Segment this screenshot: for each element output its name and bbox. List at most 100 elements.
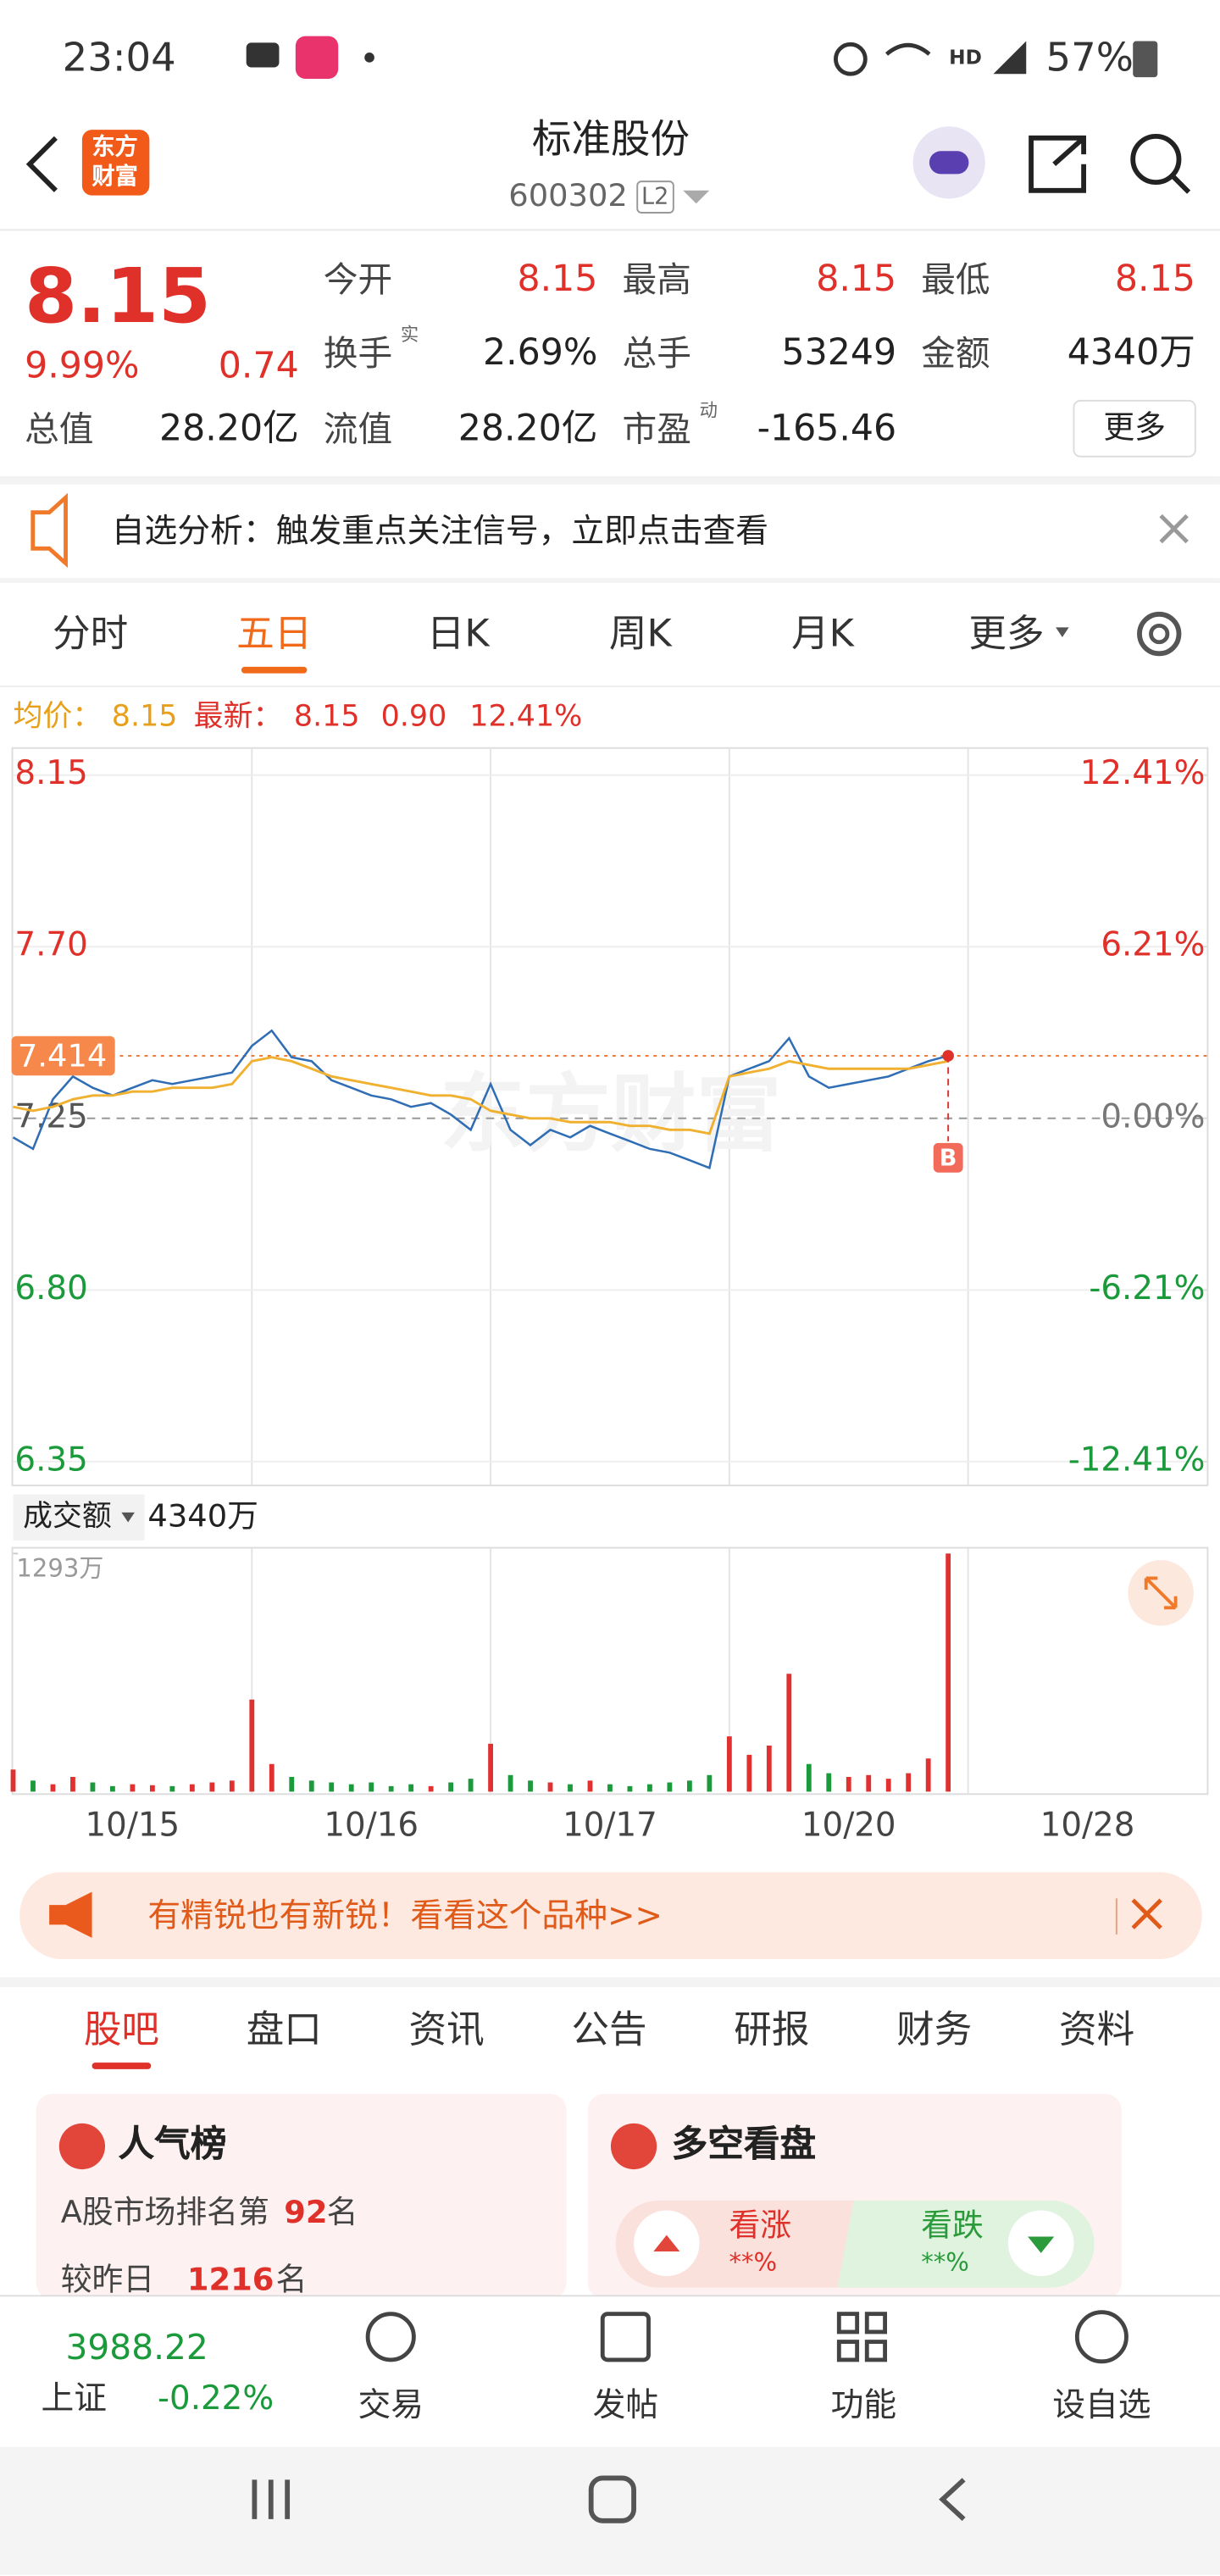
tab[interactable]: 分时 (53, 613, 129, 657)
watchlist-icon[interactable] (1074, 2310, 1128, 2364)
volume-bar (528, 1780, 533, 1792)
logo (81, 130, 150, 196)
tab[interactable]: 日K (426, 613, 490, 657)
change-percent: 9.99% (25, 346, 140, 388)
bottom-nav (0, 2296, 1220, 2447)
more-button[interactable] (1073, 399, 1196, 458)
logo-text: 财富 (92, 164, 138, 191)
post-icon[interactable] (600, 2312, 651, 2362)
y2-tick-label: 6.21% (1101, 926, 1205, 964)
last-label: 最新： (193, 699, 283, 735)
volume-bar (448, 1782, 454, 1792)
nav-item[interactable]: 设自选 (1052, 2384, 1151, 2424)
sub-tab[interactable]: 资料 (1059, 2009, 1135, 2052)
trade-icon[interactable] (365, 2312, 416, 2362)
volume-bar (707, 1774, 713, 1792)
bull-label: 看涨 (729, 2207, 792, 2245)
volume-bar (766, 1746, 772, 1792)
volume-bar (468, 1779, 474, 1792)
notice-text[interactable]: 自选分析：触发重点关注信号，立即点击查看 (111, 510, 768, 551)
volume-bar (667, 1782, 673, 1792)
x-tick-label: 10/15 (85, 1804, 180, 1845)
field-value: 4340万 (1067, 333, 1195, 375)
field-superscript: 动 (699, 399, 718, 422)
volume-selector[interactable] (13, 1494, 145, 1541)
y2-tick-label: -12.41% (1068, 1441, 1206, 1479)
card-title: 人气榜 (118, 2124, 227, 2167)
field-superscript: 实 (400, 324, 419, 346)
x-tick-label: 10/16 (324, 1804, 419, 1845)
volume-bar (607, 1784, 613, 1792)
sub-tab[interactable]: 盘口 (246, 2009, 322, 2052)
share-icon[interactable] (1029, 135, 1086, 193)
sub-tab[interactable]: 资讯 (408, 2009, 485, 2052)
sub-tab-underline (92, 2062, 152, 2069)
field-label: 市盈 (622, 409, 691, 450)
system-buttons[interactable] (252, 2475, 966, 2523)
volume-bar (507, 1774, 513, 1792)
clock: 23:04 (62, 34, 176, 80)
bear-value: **% (921, 2247, 969, 2278)
tab[interactable]: 五日 (236, 613, 313, 657)
nav-item[interactable]: 发帖 (592, 2384, 659, 2424)
x-tick-label: 10/17 (563, 1804, 657, 1845)
field-label: 总手 (622, 334, 691, 374)
y-tick-label: 8.15 (14, 754, 87, 792)
sub-tab[interactable]: 财务 (896, 2009, 973, 2052)
volume-bar (547, 1782, 553, 1792)
rank-card[interactable] (36, 2093, 567, 2300)
volume-bar (686, 1780, 692, 1792)
tab[interactable]: 月K (791, 613, 854, 657)
volume-label[interactable]: 成交额 (23, 1499, 112, 1535)
function-icon[interactable] (836, 2312, 888, 2362)
volume-bar (866, 1774, 872, 1792)
field-value: -165.46 (757, 408, 897, 451)
sub-tab[interactable]: 研报 (734, 2009, 810, 2052)
volume-bar (885, 1779, 891, 1792)
volume-bar (269, 1763, 274, 1792)
stock-code: 600302 (508, 178, 628, 214)
ad-text[interactable]: 有精锐也有新锐！看看这个品种>> (147, 1895, 663, 1935)
settings-icon[interactable] (1137, 611, 1182, 657)
sub-tab[interactable]: 股吧 (83, 2009, 159, 2052)
status-icons (246, 36, 1158, 80)
avg-value: 8.15 (111, 699, 178, 735)
volume-bar (846, 1776, 851, 1792)
current-price-box (11, 1035, 115, 1076)
price-line (12, 1029, 949, 1170)
nav-item[interactable]: 交易 (358, 2384, 424, 2424)
more-button-label[interactable]: 更多 (1103, 409, 1166, 447)
rank-number: 92 (284, 2195, 328, 2231)
field-label: 换手 (323, 334, 393, 374)
rank-text: 名 (326, 2195, 358, 2231)
close-icon[interactable] (1159, 514, 1189, 544)
volume-bar (388, 1785, 394, 1792)
search-icon[interactable] (1130, 133, 1182, 186)
chart-layer: 东方财富8.157.707.256.806.3512.41%6.21%0.00%… (10, 748, 1207, 1794)
current-price-label: 7.414 (18, 1037, 107, 1074)
tab[interactable]: 更多 (968, 613, 1045, 657)
volume-bar (308, 1780, 314, 1792)
volume-bar (726, 1736, 732, 1792)
x-tick-label: 10/20 (801, 1804, 896, 1845)
sub-tab[interactable]: 公告 (571, 2009, 647, 2052)
last-change: 0.90 (380, 699, 447, 735)
tab[interactable]: 周K (608, 613, 672, 657)
volume-bar (348, 1784, 354, 1792)
volume-bar (568, 1784, 573, 1792)
y-tick-label: 6.80 (14, 1269, 87, 1307)
battery-level: 57% (1045, 34, 1134, 80)
marker-label: B (940, 1146, 957, 1172)
y2-tick-label: -6.21% (1089, 1269, 1205, 1307)
rank-text: A股市场排名第 (60, 2195, 269, 2231)
volume-total: 4340万 (147, 1498, 258, 1535)
ad-banner[interactable] (19, 1872, 1202, 1960)
close-icon[interactable] (1131, 1898, 1162, 1929)
avg-price-line (13, 1056, 949, 1135)
index-name: 上证 (41, 2378, 107, 2418)
index-change: -0.22% (158, 2378, 274, 2418)
volume-bar (10, 1769, 16, 1792)
back-icon[interactable] (25, 136, 58, 192)
nav-item[interactable]: 功能 (830, 2384, 897, 2424)
